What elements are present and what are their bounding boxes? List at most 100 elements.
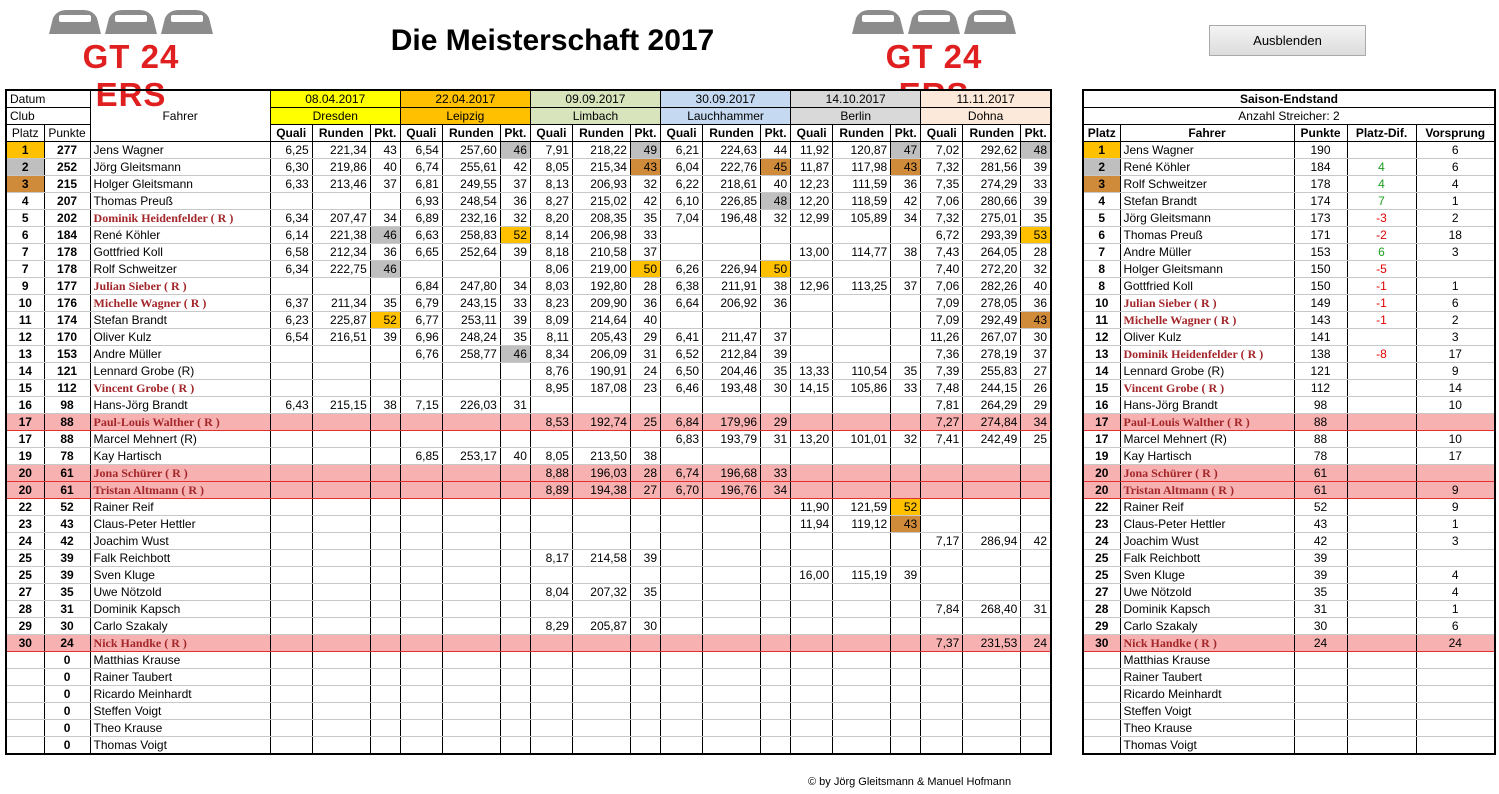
platz-dif: [1346, 583, 1417, 601]
punkte: 78: [43, 447, 91, 465]
quali: 6,77: [399, 311, 443, 329]
punkte: 121: [1293, 362, 1348, 380]
empty-cell: [962, 736, 1022, 755]
pkt: 35: [499, 328, 531, 346]
platz-dif: -5: [1346, 260, 1417, 278]
empty-cell: [1020, 566, 1052, 584]
row: 29 Carlo Szakaly 30 6: [1082, 617, 1496, 635]
platz-dif: [1346, 413, 1417, 431]
empty-cell: [499, 634, 531, 652]
empty-cell: [790, 651, 834, 669]
label: Punkte: [43, 124, 91, 142]
runden: 194,38: [571, 481, 631, 499]
quali: 12,20: [790, 192, 834, 210]
punkte: 0: [43, 719, 91, 737]
empty-cell: [441, 481, 501, 499]
subheader: Runden: [702, 124, 762, 142]
platz-dif: [1346, 515, 1417, 533]
pkt: 36: [760, 294, 792, 312]
pkt: 28: [629, 464, 662, 482]
platz: 4: [5, 192, 45, 210]
empty-cell: [920, 719, 964, 737]
quali: 7,37: [920, 634, 964, 652]
empty-cell: [441, 413, 501, 431]
runden: 218,22: [571, 141, 631, 159]
empty-cell: [962, 549, 1022, 567]
runden: 275,01: [962, 209, 1022, 227]
fahrer: Steffen Voigt: [1119, 702, 1295, 720]
quali: 7,91: [529, 141, 573, 159]
empty-cell: [890, 702, 922, 720]
empty-cell: [1020, 515, 1052, 533]
platz: 7: [1082, 243, 1121, 261]
quali: 11,94: [790, 515, 834, 533]
empty-cell: [832, 294, 892, 312]
row: 20 61 Tristan Altmann ( R ) 8,89 194,38 27 6,7…: [5, 481, 1052, 499]
empty-cell: [399, 413, 443, 431]
empty-cell: [702, 583, 762, 601]
empty-cell: [702, 617, 762, 635]
hide-button[interactable]: Ausblenden: [1209, 25, 1366, 56]
empty-cell: [499, 379, 531, 397]
fahrer: Oliver Kulz: [1119, 328, 1295, 346]
empty-cell: [311, 702, 371, 720]
platz: 20: [5, 464, 45, 482]
fahrer: Carlo Szakaly: [1119, 617, 1295, 635]
event-date: 30.09.2017: [660, 90, 792, 108]
empty-cell: [369, 617, 401, 635]
empty-cell: [369, 668, 401, 686]
empty-cell: [660, 566, 704, 584]
header-row: Platz Fahrer Punkte Platz-Dif. Vorsprung: [1082, 124, 1496, 142]
punkte: 35: [43, 583, 91, 601]
pkt: 53: [1020, 226, 1052, 244]
runden: 121,59: [832, 498, 892, 516]
runden: 292,49: [962, 311, 1022, 329]
runden: 293,39: [962, 226, 1022, 244]
platz: 23: [5, 515, 45, 533]
fahrer: Uwe Nötzold: [89, 583, 271, 601]
empty-cell: [760, 532, 792, 550]
fahrer: Dominik Kapsch: [1119, 600, 1295, 618]
quali: 7,09: [920, 311, 964, 329]
column-header: Platz: [1082, 124, 1121, 142]
runden: 119,12: [832, 515, 892, 533]
empty-cell: [702, 685, 762, 703]
empty-cell: [441, 617, 501, 635]
pkt: 23: [629, 379, 662, 397]
pkt: 39: [890, 566, 922, 584]
punkte: 24: [1293, 634, 1348, 652]
fahrer: Tristan Altmann ( R ): [89, 481, 271, 499]
empty-cell: [441, 549, 501, 567]
fahrer: Rainer Reif: [89, 498, 271, 516]
fahrer: Paul-Louis Walther ( R ): [1119, 413, 1295, 431]
empty-cell: [399, 668, 443, 686]
vorsprung: [1415, 702, 1496, 720]
row: 2 252 Jörg Gleitsmann 6,30 219,86 40 6,74 255,6…: [5, 158, 1052, 176]
empty-cell: [1020, 736, 1052, 755]
row: 12 170 Oliver Kulz 6,54 216,51 39 6,96 248,24 35…: [5, 328, 1052, 346]
empty-cell: [790, 328, 834, 346]
runden: 224,63: [702, 141, 762, 159]
punkte: 141: [1293, 328, 1348, 346]
fahrer: Paul-Louis Walther ( R ): [89, 413, 271, 431]
empty-cell: [702, 447, 762, 465]
punkte: 98: [1293, 396, 1348, 414]
empty-cell: [441, 634, 501, 652]
row: 23 43 Claus-Peter Hettler 11,94 119,12 43: [5, 515, 1052, 533]
pkt: 34: [890, 209, 922, 227]
empty-cell: [269, 668, 313, 686]
platz-dif: -3: [1346, 209, 1417, 227]
runden: 215,34: [571, 158, 631, 176]
row: 13 Dominik Heidenfelder ( R ) 138 -8 17: [1082, 345, 1496, 363]
empty-cell: [311, 447, 371, 465]
fahrer: Joachim Wust: [89, 532, 271, 550]
fahrer: Thomas Voigt: [1119, 736, 1295, 755]
empty-cell: [962, 668, 1022, 686]
row: 22 52 Rainer Reif 11,90 121,59 52: [5, 498, 1052, 516]
empty-cell: [760, 447, 792, 465]
empty-cell: [529, 702, 573, 720]
pkt: 33: [1020, 175, 1052, 193]
runden: 115,19: [832, 566, 892, 584]
quali: 8,89: [529, 481, 573, 499]
empty-cell: [571, 515, 631, 533]
